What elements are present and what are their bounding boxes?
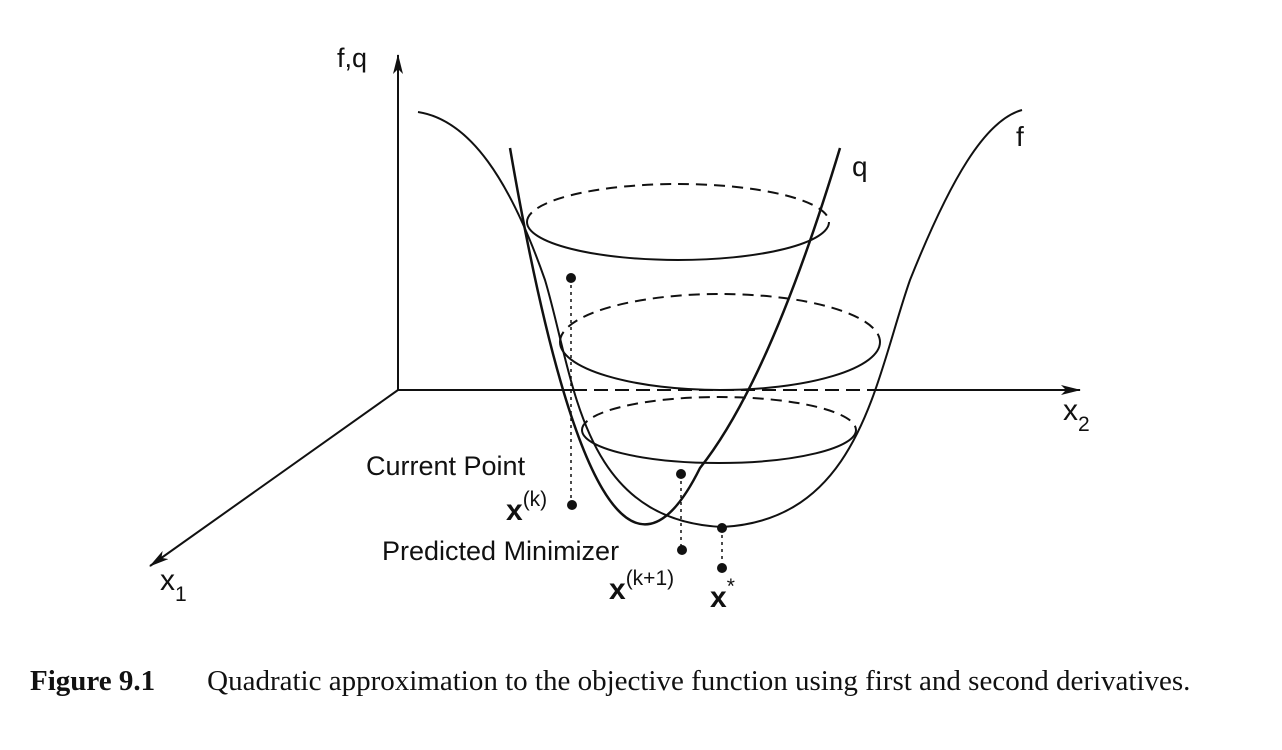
q-curve-label: q (852, 151, 868, 182)
x1-axis-label: x1 (160, 564, 187, 606)
upper-contour-back (526, 183, 830, 223)
x2-axis-label: x2 (1063, 394, 1090, 436)
figure-number: Figure 9.1 (30, 665, 156, 697)
true-minimizer-on-surface (717, 523, 727, 533)
predicted-minimizer-on-surface (676, 469, 686, 479)
axes (149, 54, 1081, 567)
vertical-axis-label: f,q (337, 43, 367, 73)
upper-contour-front (526, 221, 830, 261)
middle-contour-back (559, 293, 881, 343)
lower-contour (581, 396, 857, 464)
quadratic-approximation-diagram: f,q x1 x2 f q (149, 43, 1090, 614)
predicted-minimizer-label: Predicted Minimizer (382, 536, 619, 566)
points (566, 273, 727, 573)
lower-contour-back (581, 396, 857, 431)
x1-axis (149, 389, 399, 567)
projection-lines (570, 278, 723, 562)
lower-contour-front (581, 429, 857, 464)
f-curve-label: f (1016, 121, 1024, 152)
true-minimizer-base (717, 563, 727, 573)
upper-contour (526, 183, 830, 261)
true-minimizer-symbol: x* (710, 575, 735, 614)
middle-contour-front (559, 341, 881, 391)
current-point-base (567, 500, 577, 510)
middle-contour (559, 293, 881, 391)
caption-text: Quadratic approximation to the objective… (207, 665, 1191, 697)
predicted-minimizer-symbol: x(k+1) (609, 567, 674, 606)
figure-caption: Figure 9.1 Quadratic approximation to the… (30, 662, 1220, 700)
current-point-symbol: x(k) (506, 488, 547, 527)
predicted-minimizer-base (677, 545, 687, 555)
current-point-on-surface (566, 273, 576, 283)
quadratic-model-curve (508, 147, 842, 526)
current-point-label: Current Point (366, 451, 526, 481)
